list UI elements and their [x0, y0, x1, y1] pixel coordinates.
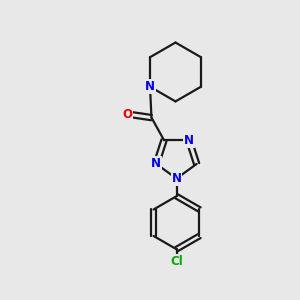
Text: Cl: Cl	[170, 255, 183, 268]
Text: N: N	[151, 158, 161, 170]
Text: N: N	[145, 80, 155, 93]
Text: O: O	[122, 108, 132, 121]
Text: N: N	[172, 172, 182, 185]
Text: N: N	[184, 134, 194, 147]
